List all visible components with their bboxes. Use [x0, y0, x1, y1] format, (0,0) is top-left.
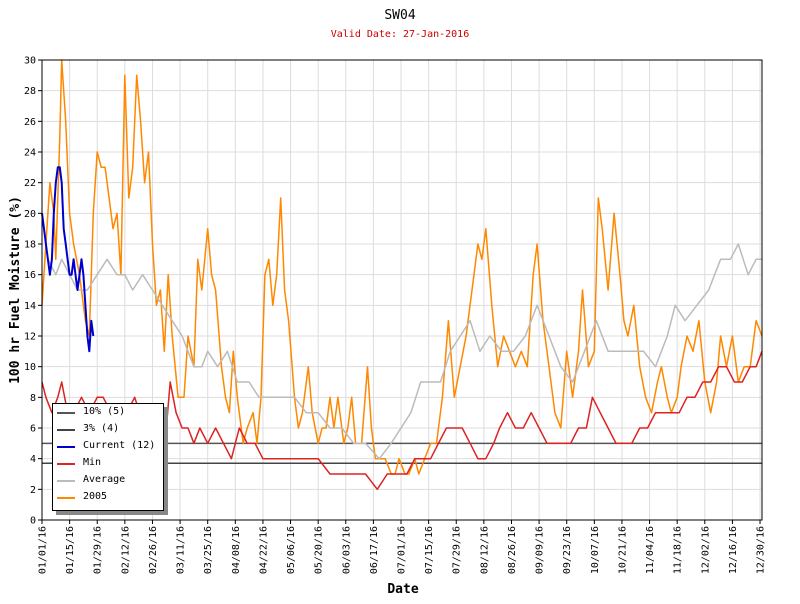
y-tick-label: 4	[30, 454, 36, 465]
chart-title: SW04	[384, 8, 415, 23]
x-tick-label: 10/07/16	[590, 526, 601, 574]
x-tick-label: 01/29/16	[93, 526, 104, 574]
x-tick-label: 07/01/16	[397, 526, 408, 574]
x-tick-label: 11/04/16	[645, 526, 656, 574]
legend-label-10pct: 10% (5)	[83, 406, 126, 417]
legend-swatch-average	[57, 480, 75, 482]
y-tick-label: 30	[24, 56, 36, 67]
legend-swatch-current	[57, 446, 75, 448]
x-tick-label: 05/20/16	[314, 526, 325, 574]
series-line-current	[41, 166, 95, 353]
legend-swatch-min	[57, 463, 75, 465]
y-tick-label: 12	[24, 332, 36, 343]
x-tick-label: 05/06/16	[286, 526, 297, 574]
x-tick-label: 09/09/16	[535, 526, 546, 574]
x-tick-label: 08/26/16	[507, 526, 518, 574]
x-tick-label: 01/01/16	[38, 526, 49, 574]
y-tick-label: 0	[30, 516, 36, 527]
x-tick-label: 04/08/16	[231, 526, 242, 574]
x-tick-label: 12/30/16	[756, 526, 767, 574]
legend-label-average: Average	[83, 474, 126, 485]
x-tick-label: 06/17/16	[369, 526, 380, 574]
x-tick-label: 02/26/16	[148, 526, 159, 574]
series-line-average	[41, 213, 762, 460]
x-tick-labels: 01/01/16 01/15/16 01/29/16 02/12/16 02/26/16…	[38, 520, 767, 574]
x-tick-label: 07/29/16	[452, 526, 463, 574]
legend-swatch-2005	[57, 497, 75, 499]
x-tick-label: 08/12/16	[479, 526, 490, 574]
legend: 10% (5) 3% (4) Current (12) Min Average …	[52, 403, 164, 511]
x-tick-label: 10/21/16	[617, 526, 628, 574]
legend-label-current: Current (12)	[83, 440, 156, 451]
x-tick-label: 03/11/16	[176, 526, 187, 574]
legend-swatch-10pct	[57, 412, 75, 414]
y-axis-label: 100 hr Fuel Moisture (%)	[8, 196, 23, 384]
x-tick-label: 11/18/16	[673, 526, 684, 574]
y-tick-label: 10	[24, 362, 36, 373]
legend-label-3pct: 3% (4)	[83, 423, 120, 434]
y-tick-label: 2	[30, 485, 36, 496]
y-tick-label: 22	[24, 178, 36, 189]
x-tick-label: 07/15/16	[424, 526, 435, 574]
x-tick-label: 12/02/16	[700, 526, 711, 574]
y-tick-label: 20	[24, 209, 36, 220]
x-axis-label: Date	[387, 582, 418, 597]
y-tick-label: 8	[30, 393, 36, 404]
y-tick-label: 18	[24, 240, 36, 251]
x-tick-label: 02/12/16	[120, 526, 131, 574]
y-tick-label: 28	[24, 86, 36, 97]
legend-label-2005: 2005	[83, 491, 108, 502]
x-tick-label: 09/23/16	[562, 526, 573, 574]
legend-swatch-3pct	[57, 429, 75, 431]
x-tick-label: 12/16/16	[728, 526, 739, 574]
y-tick-label: 6	[30, 424, 36, 435]
y-tick-label: 14	[24, 301, 36, 312]
y-tick-label: 26	[24, 117, 36, 128]
y-tick-label: 16	[24, 270, 36, 281]
y-tick-label: 24	[24, 148, 36, 159]
legend-label-min: Min	[83, 457, 102, 468]
plot-frame	[41, 59, 763, 521]
x-tick-label: 04/22/16	[258, 526, 269, 574]
x-tick-label: 01/15/16	[65, 526, 76, 574]
x-tick-label: 03/25/16	[203, 526, 214, 574]
x-tick-label: 06/03/16	[341, 526, 352, 574]
chart-subtitle: Valid Date: 27-Jan-2016	[331, 29, 469, 40]
